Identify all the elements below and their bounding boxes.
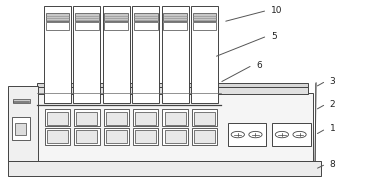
Bar bbox=[8, 161, 321, 176]
Bar bbox=[165, 112, 186, 125]
Bar bbox=[74, 128, 100, 145]
Bar bbox=[76, 112, 97, 125]
Bar bbox=[8, 86, 38, 161]
Bar bbox=[162, 128, 188, 145]
Text: 3: 3 bbox=[330, 77, 335, 86]
Bar bbox=[106, 112, 127, 125]
Bar bbox=[272, 123, 311, 146]
Bar bbox=[132, 6, 159, 103]
Bar bbox=[134, 22, 158, 30]
Bar bbox=[163, 13, 187, 21]
Bar bbox=[133, 109, 158, 126]
Bar bbox=[44, 6, 71, 103]
Bar bbox=[134, 13, 158, 21]
Bar bbox=[194, 130, 215, 143]
Text: 1: 1 bbox=[330, 124, 335, 133]
Bar bbox=[192, 109, 217, 126]
Bar bbox=[13, 99, 30, 103]
Text: 5: 5 bbox=[271, 32, 277, 41]
Bar bbox=[228, 123, 266, 146]
Bar bbox=[135, 130, 156, 143]
Circle shape bbox=[231, 131, 244, 138]
Bar bbox=[162, 6, 189, 103]
Bar bbox=[104, 109, 129, 126]
Bar bbox=[106, 130, 127, 143]
Bar bbox=[193, 13, 217, 21]
Bar bbox=[75, 22, 99, 30]
Bar bbox=[191, 6, 218, 103]
Bar bbox=[104, 128, 129, 145]
Circle shape bbox=[275, 131, 289, 138]
Bar bbox=[13, 117, 30, 140]
Bar bbox=[47, 130, 68, 143]
Bar bbox=[76, 130, 97, 143]
Bar bbox=[45, 128, 70, 145]
Bar bbox=[75, 13, 99, 21]
Bar bbox=[103, 6, 130, 103]
Text: 6: 6 bbox=[256, 61, 262, 70]
Bar bbox=[73, 6, 100, 103]
Bar bbox=[15, 123, 26, 135]
Bar bbox=[45, 22, 69, 30]
Bar bbox=[193, 22, 217, 30]
Bar bbox=[192, 128, 217, 145]
Circle shape bbox=[293, 131, 306, 138]
Bar bbox=[194, 112, 215, 125]
Text: 2: 2 bbox=[330, 100, 335, 109]
Bar bbox=[38, 87, 308, 94]
Bar bbox=[133, 128, 158, 145]
Bar bbox=[74, 109, 100, 126]
Bar bbox=[165, 130, 186, 143]
Bar bbox=[47, 112, 68, 125]
Bar bbox=[38, 83, 308, 87]
Bar bbox=[45, 13, 69, 21]
Text: 8: 8 bbox=[330, 159, 335, 169]
Circle shape bbox=[249, 131, 262, 138]
Bar bbox=[45, 109, 70, 126]
Bar bbox=[162, 109, 188, 126]
Bar bbox=[8, 93, 313, 161]
Bar bbox=[104, 22, 128, 30]
Text: 10: 10 bbox=[271, 6, 282, 15]
Bar bbox=[163, 22, 187, 30]
Bar bbox=[135, 112, 156, 125]
Bar bbox=[104, 13, 128, 21]
